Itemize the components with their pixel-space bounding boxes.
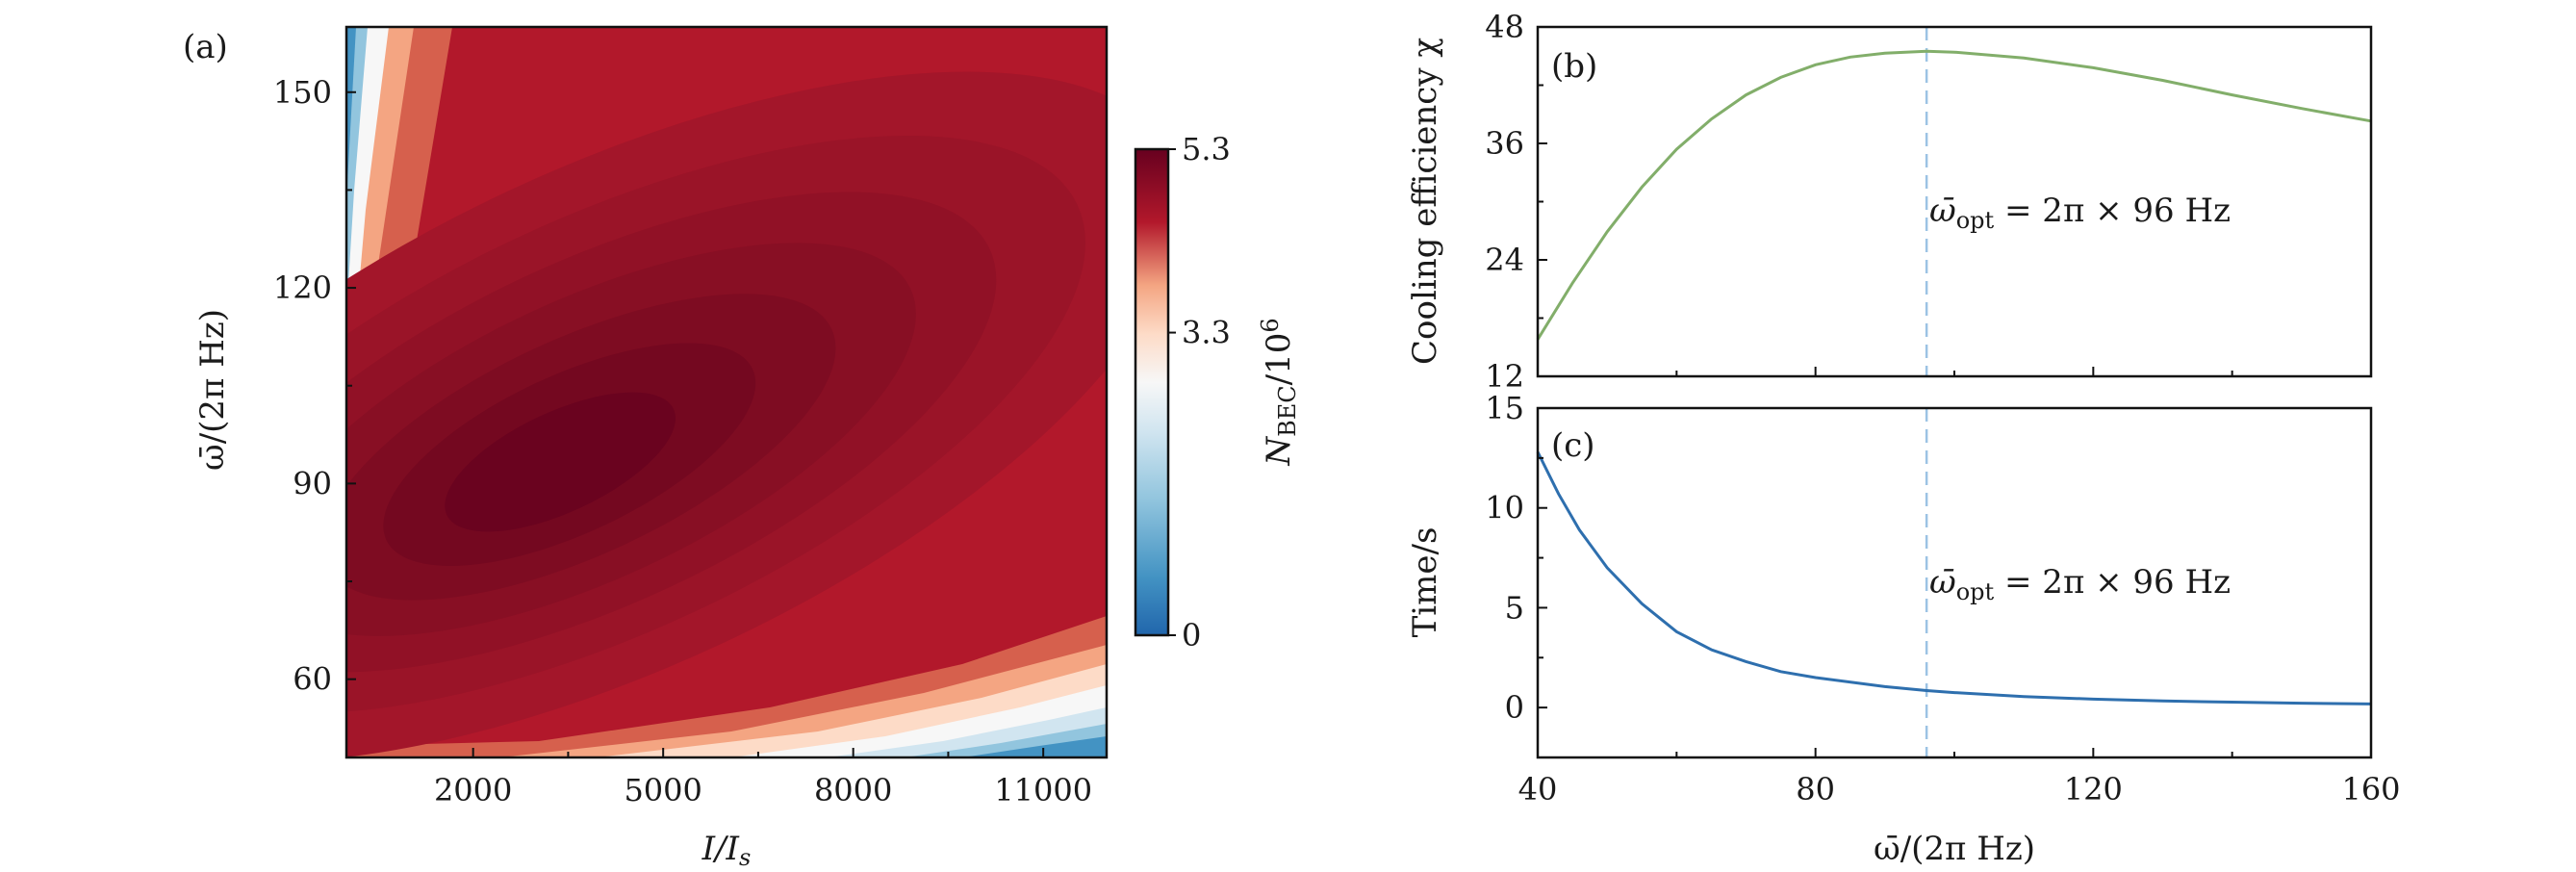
annotation-b: ω̄opt = 2π × 96 Hz (1929, 192, 2231, 234)
y-tick-label: 0 (1505, 689, 1524, 726)
heatmap-y-tick-label: 90 (293, 465, 332, 501)
panel-b-y-label: Cooling efficiency χ (1406, 38, 1444, 365)
heatmap-contours (346, 71, 1107, 757)
heatmap-y-ticks: 60 90 120 150 (273, 74, 356, 698)
y-tick-label: 15 (1485, 390, 1524, 426)
heatmap-frame (344, 25, 1109, 759)
panel-c-x-ticks: 40 80 120 160 (1518, 748, 2401, 808)
panel-b: 12 24 36 48 (b) ω̄opt = 2π × 96 Hz Cooling … (1406, 9, 2373, 395)
panel-c-x-label: ω̄/(2π Hz) (1874, 830, 2035, 868)
contour-level-6 (445, 392, 676, 532)
left-edge-gradient-blue (346, 27, 356, 200)
heatmap-x-tick-label: 11000 (994, 772, 1092, 808)
colorbar-label: NBEC/106 (1257, 318, 1301, 466)
heatmap-y-tick-label: 120 (273, 269, 332, 306)
y-tick-label: 36 (1485, 125, 1524, 162)
heatmap-y-tick-label: 150 (273, 74, 332, 111)
colorbar-tick-label: 3.3 (1182, 315, 1231, 351)
y-tick-label: 5 (1505, 589, 1524, 626)
panel-label-b: (b) (1551, 47, 1597, 86)
heatmap-x-label: I/Is (701, 830, 752, 871)
panel-c-y-ticks: 0 5 10 15 (1485, 390, 1547, 726)
panel-label-a: (a) (183, 28, 228, 66)
panel-a: 2000 5000 8000 11000 60 90 120 150 (a) I/Is ω̄… (183, 25, 1301, 871)
panel-b-y-ticks: 12 24 36 48 (1485, 9, 1547, 395)
colorbar-ticks: 0 3.3 5.3 (1168, 131, 1231, 654)
heatmap-area (346, 27, 1107, 757)
y-tick-label: 10 (1485, 490, 1524, 526)
heatmap-x-tick-label: 5000 (624, 772, 701, 808)
panel-c: 0 5 10 15 40 80 120 160 (c) ω̄opt = 2π × 96 Hz… (1406, 390, 2401, 868)
y-tick-label: 12 (1485, 358, 1524, 395)
panel-c-y-label: Time/s (1406, 527, 1444, 638)
x-tick-label: 120 (2064, 771, 2123, 808)
colorbar-tick-label: 5.3 (1182, 131, 1231, 167)
heatmap-x-ticks: 2000 5000 8000 11000 (434, 748, 1092, 808)
heatmap-x-tick-label: 2000 (434, 772, 512, 808)
heatmap-y-tick-label: 60 (293, 661, 332, 698)
heatmap-x-tick-label: 8000 (814, 772, 892, 808)
x-tick-label: 160 (2341, 771, 2400, 808)
panel-b-x-ticks (1537, 367, 2372, 376)
panel-label-c: (c) (1551, 426, 1595, 465)
y-tick-label: 24 (1485, 242, 1524, 278)
y-tick-label: 48 (1485, 9, 1524, 45)
colorbar-tick-label: 0 (1182, 617, 1201, 654)
annotation-c: ω̄opt = 2π × 96 Hz (1929, 563, 2231, 605)
colorbar-frame (1134, 147, 1170, 637)
time-line (1536, 450, 2372, 705)
cooling-efficiency-line (1536, 49, 2372, 341)
x-tick-label: 80 (1796, 771, 1835, 808)
x-tick-label: 40 (1518, 771, 1558, 808)
heatmap-y-label: ω̄/(2π Hz) (193, 309, 232, 471)
bottom-band-6 (962, 736, 1107, 757)
colorbar (1135, 149, 1168, 635)
